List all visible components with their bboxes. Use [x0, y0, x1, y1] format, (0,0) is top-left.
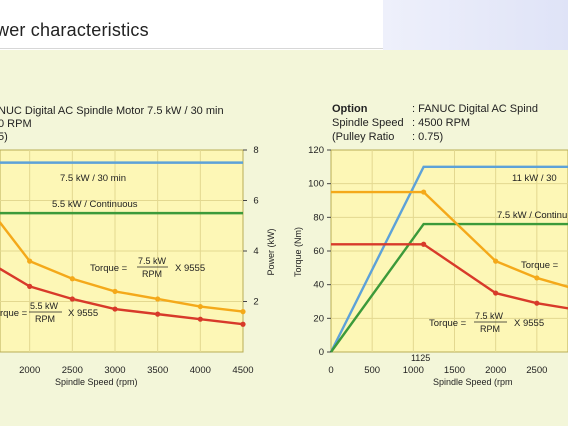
y2-tick-label: 8 [253, 145, 258, 156]
series-line-green [330, 222, 568, 353]
data-point [112, 288, 118, 294]
torque2-formula-multiplier: X 9555 [68, 308, 98, 319]
data-point [69, 276, 75, 282]
pulley-ratio-value: : 0.75) [412, 131, 444, 143]
torque-chart-right: 0500100015002000250030112502040608010012… [293, 145, 568, 387]
spindle-speed-value: : 4500 RPM [412, 117, 471, 129]
x-tick-label: 3500 [147, 365, 168, 376]
series-layer [329, 165, 568, 353]
pulley-ratio-label: (Pulley Ratio [332, 131, 395, 143]
data-point [421, 241, 427, 247]
data-point [27, 258, 33, 264]
grid-lines [331, 150, 568, 352]
y2-tick-label: 6 [253, 196, 258, 207]
torque-formula-numerator: 7.5 kW [138, 256, 167, 266]
series-line-blue [329, 165, 568, 353]
y-tick-label: 40 [313, 280, 324, 291]
x-tick-label: 4500 [232, 365, 253, 376]
header-accent-panel [383, 0, 568, 50]
torque2-formula-label: Torque = [429, 318, 467, 329]
y2-axis-title: Power (kW) [266, 228, 276, 275]
green-series-label: 7.5 kW / Continu [497, 210, 567, 221]
blue-series-label: 7.5 kW / 30 min [60, 173, 126, 184]
data-point [240, 309, 246, 315]
data-point [69, 296, 75, 302]
torque2-formula-numerator: 7.5 kW [475, 311, 504, 321]
data-point [534, 275, 540, 281]
tick-labels: 0500100015002000250030112502040608010012… [308, 145, 547, 376]
x-tick-label: 1000 [403, 365, 424, 376]
y2-tick-label: 4 [253, 246, 258, 257]
power-chart-left: 5002000250030003500400045008642 7.5 kW /… [0, 145, 276, 387]
data-point [493, 290, 499, 296]
left-caption-line2: 0 RPM [0, 118, 32, 130]
data-point [155, 296, 161, 302]
data-point [493, 258, 499, 264]
torque-formula-multiplier: X 9555 [175, 263, 205, 274]
spindle-speed-label: Spindle Speed [332, 117, 404, 129]
data-point [421, 189, 427, 195]
data-point [112, 306, 118, 312]
left-caption-line3: 5) [0, 131, 8, 143]
data-point [155, 311, 161, 317]
torque-formula-denominator: RPM [142, 269, 162, 279]
data-point [197, 316, 203, 322]
x-extra-tick-label: 1125 [411, 353, 430, 363]
y-tick-label: 80 [313, 212, 324, 223]
blue-series-label: 11 kW / 30 [512, 173, 557, 184]
torque2-formula-numerator: 5.5 kW [30, 301, 59, 311]
y2-tick-label: 2 [253, 297, 258, 308]
torque2-formula-label: rque = [0, 308, 28, 319]
y-tick-label: 60 [313, 246, 324, 257]
data-point [534, 300, 540, 306]
tick-labels: 5002000250030003500400045008642 [19, 145, 259, 376]
torque2-formula-denominator: RPM [35, 314, 55, 324]
title-divider [0, 48, 383, 49]
x-axis-title: Spindle Speed (rpm) [55, 377, 138, 387]
y-tick-label: 20 [313, 313, 324, 324]
x-tick-label: 2000 [485, 365, 506, 376]
x-tick-label: 4000 [190, 365, 211, 376]
page-title: wer characteristics [0, 20, 149, 40]
y-axis-title: Torque (Nm) [293, 227, 303, 277]
torque-formula-label: Torque = [90, 263, 128, 274]
data-point [197, 303, 203, 310]
data-point [27, 283, 33, 289]
x-tick-label: 2000 [19, 365, 40, 376]
x-axis-title: Spindle Speed (rpm [433, 377, 513, 387]
torque2-formula-denominator: RPM [480, 324, 500, 334]
x-tick-label: 500 [364, 365, 380, 376]
x-tick-label: 2500 [62, 365, 83, 376]
data-point [240, 321, 246, 327]
y-tick-label: 0 [319, 347, 324, 358]
x-tick-label: 2500 [526, 365, 547, 376]
y-tick-label: 100 [308, 179, 324, 190]
torque-formula-label: Torque = [521, 260, 559, 271]
left-caption-line1: NUC Digital AC Spindle Motor 7.5 kW / 30… [0, 105, 224, 117]
x-tick-label: 1500 [444, 365, 465, 376]
torque2-formula-multiplier: X 9555 [514, 318, 544, 329]
series-layer [0, 161, 246, 327]
y-tick-label: 120 [308, 145, 324, 156]
x-tick-label: 3000 [104, 365, 125, 376]
green-series-label: 5.5 kW / Continuous [52, 199, 138, 210]
option-value: : FANUC Digital AC Spind [412, 103, 538, 115]
header: wer characteristics [0, 0, 568, 50]
option-label: Option [332, 103, 368, 115]
x-tick-label: 0 [328, 365, 333, 376]
